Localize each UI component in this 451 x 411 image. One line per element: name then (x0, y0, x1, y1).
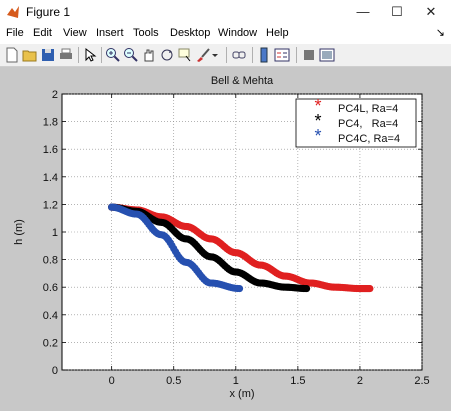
series-group (108, 203, 374, 293)
print-icon[interactable] (58, 47, 74, 63)
close-icon[interactable]: ✕ (425, 4, 437, 19)
brush-icon[interactable] (195, 47, 211, 63)
new-figure-icon[interactable] (4, 47, 20, 63)
y-tick-labels: 0 0.2 0.4 0.6 0.8 1 1.2 1.4 1.6 1.8 2 (43, 89, 58, 377)
menu-tools[interactable]: Tools (133, 27, 159, 39)
zoom-in-icon[interactable] (105, 47, 121, 63)
data-point (366, 284, 374, 293)
y-tick-label: 1.4 (43, 172, 58, 184)
x-tick-label: 2 (357, 375, 363, 387)
data-point (302, 284, 311, 293)
y-tick-label: 1.8 (43, 117, 58, 129)
rotate-3d-icon[interactable] (159, 47, 175, 63)
matlab-app-icon (7, 6, 19, 18)
x-tick-label: 1.5 (290, 375, 305, 387)
y-tick-label: 0.4 (43, 310, 58, 322)
legend-marker-pc4c: * (314, 126, 321, 146)
window-title: Figure 1 (26, 5, 71, 19)
insert-colorbar-icon[interactable] (256, 47, 272, 63)
legend[interactable]: * * * PC4L, Ra=4 PC4, Ra=4 PC4C, Ra=4 (295, 96, 417, 148)
toolbar-separator (78, 47, 79, 63)
x-tick-label: 2.5 (414, 375, 429, 387)
data-point (235, 284, 244, 293)
y-tick-label: 1 (52, 227, 58, 239)
legend-label-pc4: PC4, Ra=4 (338, 118, 398, 130)
legend-label-pc4l: PC4L, Ra=4 (338, 103, 398, 115)
series-2 (108, 203, 244, 293)
legend-box (295, 98, 417, 148)
zoom-out-icon[interactable] (123, 47, 139, 63)
select-arrow-icon[interactable] (82, 47, 98, 63)
tick-marks (62, 93, 423, 371)
legend-label-pc4c: PC4C, Ra=4 (338, 133, 400, 145)
toolbar-separator (252, 47, 253, 63)
menu-file[interactable]: File (6, 27, 24, 39)
legend-marker-pc4l: * (314, 96, 321, 116)
y-tick-label: 1.6 (43, 144, 58, 156)
plot-svg: 0 0.5 1 1.5 2 2.5 0 0.2 0.4 0.6 0.8 1 1.2 1.4 1.6 1.8 2… (13, 75, 430, 400)
legend-marker-pc4: * (314, 111, 321, 131)
y-tick-label: 2 (52, 89, 58, 101)
toolbar-separator (226, 47, 227, 63)
save-icon[interactable] (40, 47, 56, 63)
insert-legend-icon[interactable] (274, 47, 290, 63)
chart-title: Bell & Mehta (211, 75, 274, 87)
pan-hand-icon[interactable] (141, 47, 157, 63)
minimize-icon[interactable]: — (356, 4, 370, 19)
maximize-icon[interactable]: ☐ (391, 4, 403, 19)
brush-dropdown-icon[interactable] (211, 47, 219, 63)
x-tick-label: 1 (233, 375, 239, 387)
x-tick-label: 0 (109, 375, 115, 387)
hide-plot-tools-icon[interactable] (301, 47, 317, 63)
y-tick-label: 0 (52, 365, 58, 377)
menu-insert[interactable]: Insert (96, 27, 124, 39)
figure-toolbar (0, 44, 451, 67)
toolbar-separator (101, 47, 102, 63)
toolbar-separator (296, 47, 297, 63)
y-tick-label: 0.6 (43, 282, 58, 294)
x-axis-label: x (m) (229, 388, 254, 400)
y-tick-label: 0.8 (43, 255, 58, 267)
figure-canvas: 0 0.5 1 1.5 2 2.5 0 0.2 0.4 0.6 0.8 1 1.2 1.4 1.6 1.8 2… (0, 67, 451, 406)
menu-help[interactable]: Help (266, 27, 289, 39)
menu-bar: File Edit View Insert Tools Desktop Wind… (0, 24, 451, 44)
link-plot-icon[interactable] (231, 47, 247, 63)
menu-view[interactable]: View (63, 27, 87, 39)
menu-window[interactable]: Window (218, 27, 258, 39)
y-tick-label: 1.2 (43, 199, 58, 211)
open-file-icon[interactable] (22, 47, 38, 63)
menu-dock-arrow-icon[interactable]: ↘ (435, 27, 445, 39)
menu-desktop[interactable]: Desktop (170, 27, 211, 39)
y-tick-label: 0.2 (43, 337, 58, 349)
x-tick-label: 0.5 (166, 375, 181, 387)
show-plot-tools-icon[interactable] (319, 47, 335, 63)
x-tick-labels: 0 0.5 1 1.5 2 2.5 (109, 375, 430, 387)
menu-edit[interactable]: Edit (33, 27, 52, 39)
y-axis-label: h (m) (13, 219, 25, 245)
data-cursor-icon[interactable] (177, 47, 193, 63)
window-titlebar: Figure 1 — ☐ ✕ (0, 0, 451, 24)
